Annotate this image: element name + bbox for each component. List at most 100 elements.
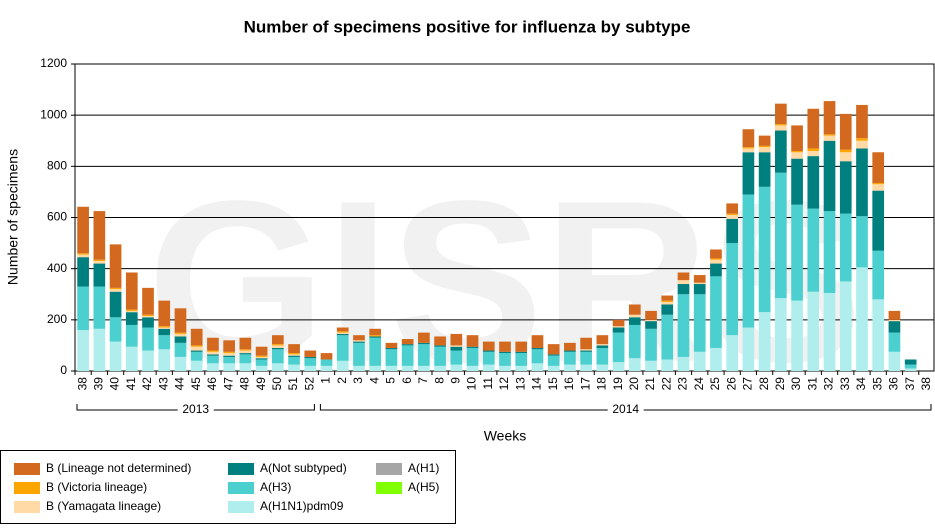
bar-segment [288, 355, 300, 357]
bar-segment [353, 342, 365, 366]
group-label: 2013 [182, 402, 209, 416]
bar-segment [628, 358, 641, 371]
bar-segment [255, 365, 268, 371]
bar-segment [288, 353, 300, 355]
bar-segment [482, 341, 495, 351]
bar-segment [888, 332, 901, 352]
bar-segment [93, 263, 106, 287]
bar-segment [531, 349, 544, 364]
bar-segment [661, 301, 674, 305]
bar-segment [775, 124, 787, 126]
bar-segment [271, 349, 284, 364]
bar-segment [336, 333, 349, 336]
legend-swatch [14, 482, 40, 494]
x-tick-label: 19 [611, 377, 625, 391]
bar-segment [693, 294, 706, 352]
bar-segment [531, 335, 544, 348]
x-tick-label: 32 [822, 377, 836, 391]
bar-segment [888, 319, 901, 322]
bar-segment [839, 149, 852, 153]
bar-segment [612, 319, 625, 327]
bar-segment [401, 339, 414, 345]
x-tick-label: 22 [659, 377, 673, 391]
legend-label: B (Victoria lineage) [46, 480, 147, 494]
bar-segment [125, 312, 138, 325]
bar-segment [726, 335, 739, 371]
bar-segment [369, 337, 382, 366]
bar-segment [515, 341, 528, 352]
bar-segment [628, 304, 641, 315]
bar-segment [742, 327, 755, 371]
bar-segment [775, 298, 787, 371]
bar-segment [580, 364, 592, 371]
bar-segment [450, 346, 463, 351]
bar-segment [726, 213, 739, 215]
bar-segment [466, 335, 479, 347]
bar-segment [645, 360, 657, 371]
bar-segment [304, 356, 317, 359]
y-tick-label: 400 [47, 261, 67, 275]
bar-segment [726, 203, 739, 214]
bar-segment [190, 328, 203, 346]
bar-segment [271, 335, 284, 345]
bar-segment [710, 249, 722, 259]
bar-segment [142, 314, 154, 316]
bar-segment [710, 259, 722, 264]
bar-segment [239, 354, 252, 364]
x-tick-label: 30 [789, 377, 803, 391]
bar-segment [531, 347, 544, 350]
bar-segment [710, 258, 722, 260]
x-tick-label: 41 [124, 377, 138, 391]
bar-segment [385, 347, 398, 350]
bar-segment [174, 342, 187, 357]
bar-segment [726, 243, 739, 336]
bar-segment [742, 152, 755, 195]
x-tick-label: 29 [773, 377, 787, 391]
bar-segment [271, 345, 284, 348]
bar-segment [628, 314, 641, 318]
bar-segment [758, 312, 771, 371]
bar-segment [677, 294, 690, 357]
x-tick-label: 15 [546, 377, 560, 391]
bar-segment [239, 350, 252, 354]
bar-segment [564, 350, 576, 352]
bar-segment [677, 356, 690, 371]
group-label-bg [177, 402, 214, 418]
x-tick-label: 23 [676, 377, 690, 391]
bar-segment [450, 350, 463, 365]
bar-segment [77, 254, 89, 258]
bar-segment [304, 358, 317, 366]
bar-segment [710, 276, 722, 348]
bar-segment [856, 216, 868, 268]
bar-segment [661, 314, 674, 360]
x-tick-label: 21 [643, 377, 657, 391]
bar-segment [872, 184, 885, 191]
x-tick-label: 4 [367, 377, 381, 384]
bar-segment [547, 355, 560, 366]
bar-segment [547, 354, 560, 356]
bar-segment [142, 317, 154, 328]
bar-segment [93, 328, 106, 371]
bar-segment [142, 287, 154, 315]
bar-segment [320, 353, 333, 360]
bar-segment [693, 284, 706, 295]
bar-segment [872, 190, 885, 251]
bar-segment [596, 347, 609, 365]
bar-segment [271, 347, 284, 350]
bar-segment [401, 344, 414, 346]
bar-segment [839, 213, 852, 282]
bar-segment [93, 260, 106, 264]
x-tick-label: 38 [75, 377, 89, 391]
bar-segment [466, 365, 479, 371]
bar-segment [693, 275, 706, 283]
y-tick-label: 200 [47, 312, 67, 326]
bar-segment [564, 364, 576, 371]
bar-segment [466, 347, 479, 366]
bar-segment [839, 281, 852, 371]
bar-segment [158, 300, 171, 327]
bar-segment [807, 156, 820, 209]
bar-segment [142, 327, 154, 351]
bar-segment [758, 147, 771, 153]
bar-segment [612, 332, 625, 363]
x-tick-label: 24 [692, 377, 706, 391]
